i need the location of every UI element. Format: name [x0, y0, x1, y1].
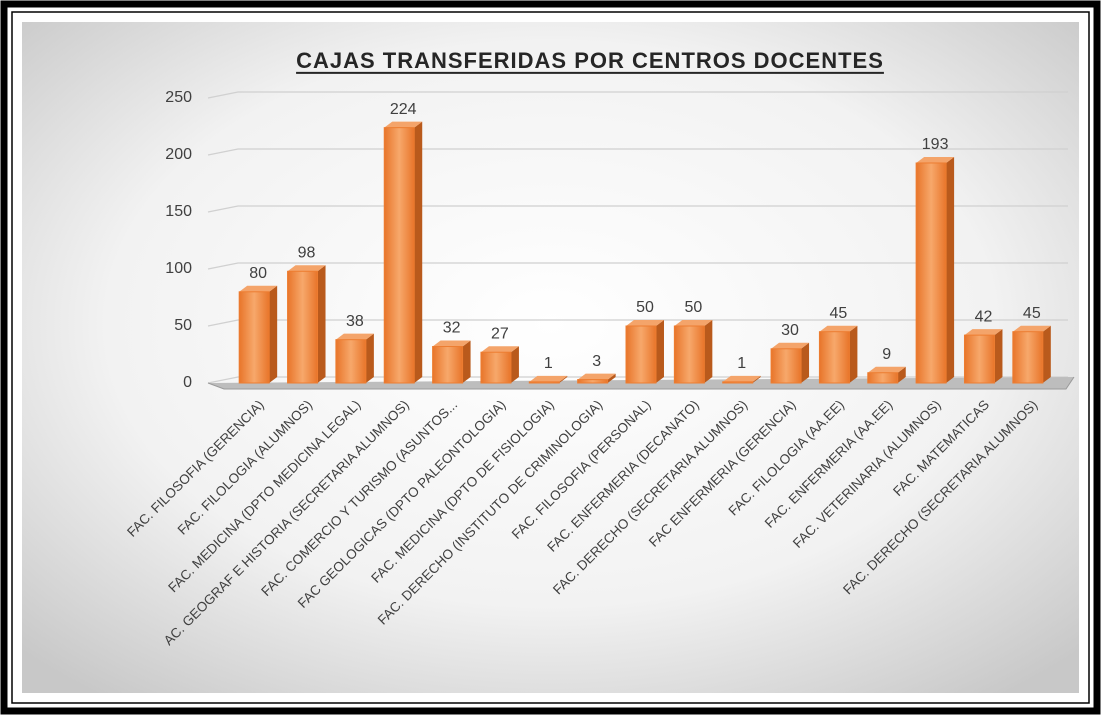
bar-side	[462, 340, 471, 383]
chart-area	[22, 22, 1079, 693]
bar-top	[964, 329, 1003, 336]
bar	[528, 381, 560, 384]
value-label: 224	[390, 101, 417, 118]
grid-line	[207, 319, 1068, 327]
bar-top	[626, 320, 664, 326]
bar	[818, 331, 850, 384]
bar	[722, 381, 754, 384]
value-label: 80	[249, 265, 267, 282]
grid-line	[207, 91, 1068, 99]
bar	[335, 339, 367, 384]
value-label: 3	[592, 353, 601, 370]
grid-line	[207, 205, 1068, 213]
value-label: 50	[636, 299, 654, 316]
grid-line	[207, 148, 1068, 156]
bar-top	[432, 340, 471, 347]
grid-line	[207, 262, 1068, 270]
bar	[480, 351, 512, 384]
bar-top	[867, 366, 906, 373]
bar-top	[1012, 325, 1051, 332]
value-label: 98	[298, 244, 316, 261]
bar-top	[239, 285, 278, 292]
bar	[287, 270, 319, 384]
value-label: 42	[975, 308, 993, 325]
bar-side	[849, 325, 858, 383]
inner-frame	[11, 11, 1090, 704]
bar-top	[819, 325, 858, 332]
value-label: 1	[544, 355, 553, 372]
bar	[577, 379, 609, 384]
bar-top	[577, 373, 616, 380]
bar-side	[946, 156, 955, 383]
bar-side	[897, 366, 906, 383]
bar	[238, 291, 270, 384]
bar-side	[1042, 325, 1051, 383]
bar	[432, 346, 464, 384]
bar	[963, 334, 995, 384]
bar-top	[529, 375, 568, 382]
bar-top	[287, 265, 326, 272]
bar-side	[414, 121, 423, 383]
bar-side	[365, 333, 374, 383]
value-label: 45	[830, 305, 848, 322]
value-label: 45	[1023, 305, 1041, 322]
bar-top	[771, 342, 810, 349]
bar	[383, 127, 415, 384]
bar-side	[317, 265, 326, 383]
bar-top	[722, 375, 761, 382]
value-label: 32	[443, 320, 461, 337]
bar-side	[607, 373, 616, 383]
bar-top	[674, 320, 713, 326]
value-label: 30	[781, 322, 799, 339]
bar-side	[655, 320, 664, 383]
bar-side	[704, 320, 713, 383]
bar-top	[480, 346, 519, 353]
bar	[673, 325, 705, 384]
bar-top	[335, 333, 374, 340]
value-label: 27	[491, 325, 509, 342]
bar	[867, 372, 899, 384]
value-label: 50	[684, 299, 702, 316]
bar	[770, 348, 802, 384]
y-tick-label: 200	[165, 146, 192, 163]
value-label: 193	[922, 136, 949, 153]
bar-side	[994, 329, 1003, 383]
y-tick-label: 0	[183, 374, 192, 391]
bar-side	[752, 375, 761, 383]
value-label: 38	[346, 313, 364, 330]
chart-title: CAJAS TRANSFERIDAS POR CENTROS DOCENTES	[296, 48, 884, 73]
y-tick-label: 150	[165, 203, 192, 220]
bar-side	[269, 285, 278, 383]
bar-top	[916, 156, 955, 163]
value-label: 9	[882, 346, 891, 363]
bar	[625, 325, 657, 384]
bar-side	[801, 342, 810, 383]
y-tick-label: 100	[165, 260, 192, 277]
bar	[915, 162, 947, 384]
bar-top	[384, 121, 423, 128]
y-tick-label: 50	[174, 317, 192, 334]
bar-side	[510, 346, 519, 383]
bar	[1012, 331, 1044, 384]
bar-side	[559, 375, 568, 383]
value-label: 1	[737, 355, 746, 372]
y-tick-label: 250	[165, 89, 192, 106]
